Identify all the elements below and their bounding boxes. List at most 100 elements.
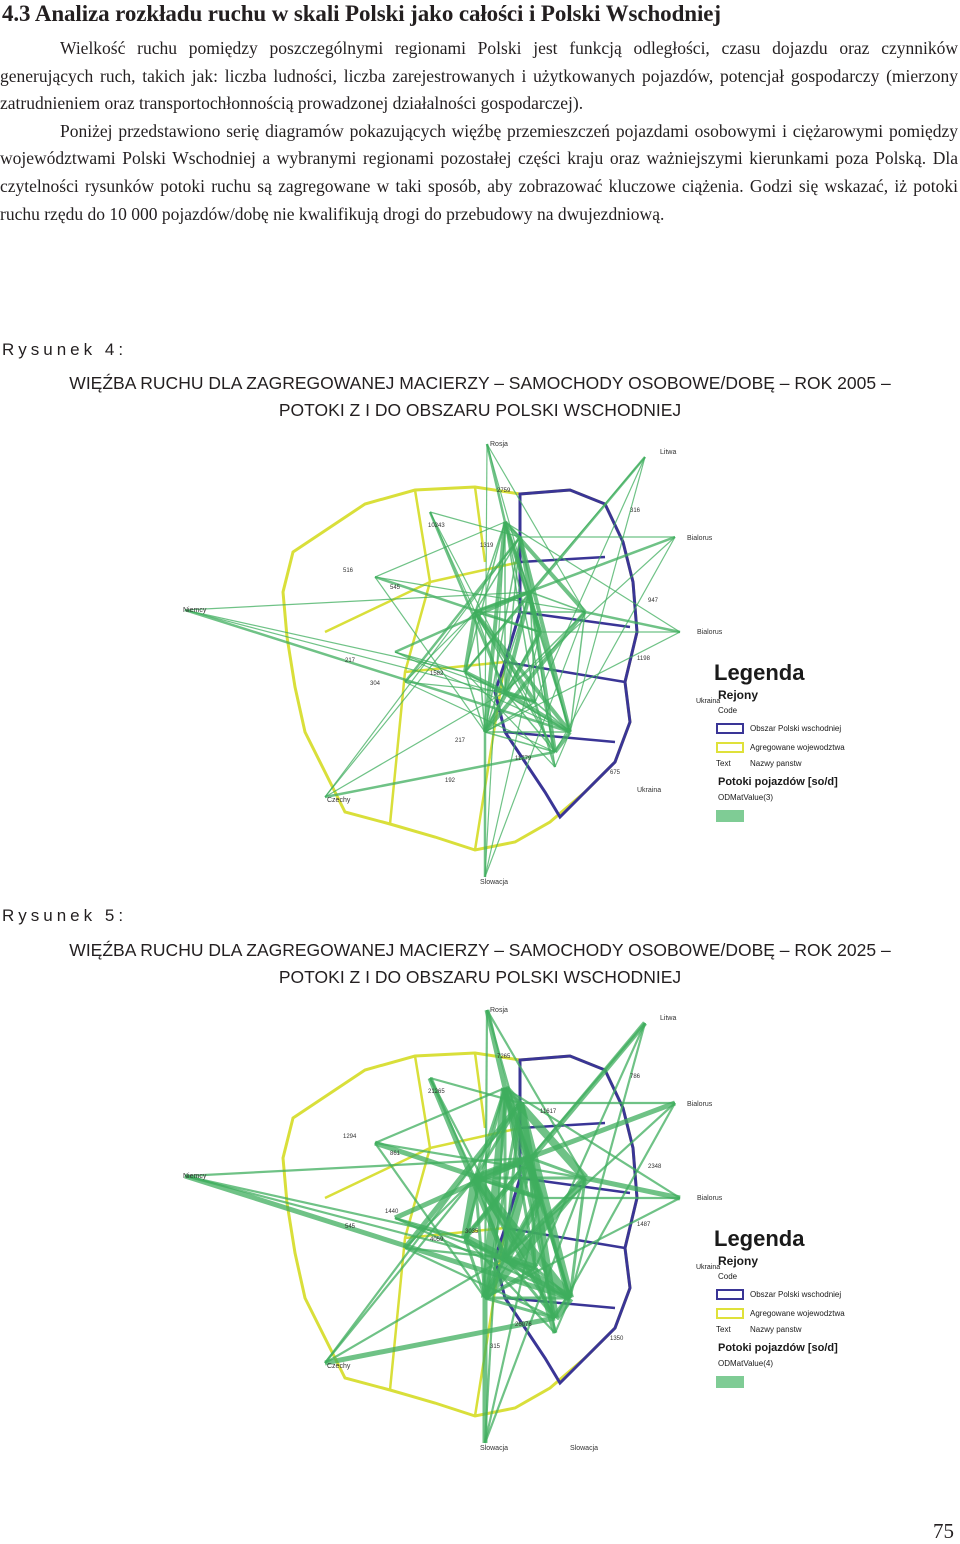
figure-title: WIĘŹBA RUCHU DLA ZAGREGOWANEJ MACIERZY –… (0, 937, 960, 991)
flow-line (473, 1154, 532, 1182)
flow-line (324, 691, 506, 798)
flow-value: 545 (345, 1224, 356, 1230)
flow-value: 21265 (428, 1089, 445, 1095)
legend-matrix: ODMatValue(4) (718, 1359, 773, 1368)
flow-value: 11617 (540, 1109, 557, 1115)
flow-line (463, 1237, 487, 1299)
flow-line (463, 1157, 532, 1239)
flow-line (429, 511, 476, 613)
legend-item: Obszar Polski wschodniej (716, 723, 900, 734)
flow-line (374, 1086, 506, 1145)
flow-value: 1198 (637, 656, 651, 662)
flow-line (568, 1177, 587, 1299)
country-label: Litwa (660, 1015, 676, 1022)
flow-value: 304 (370, 681, 381, 687)
map-labels: Rosja Litwa Bialorus Bialorus Niemcy Cze… (183, 1007, 723, 1452)
legend-flows-title: Potoki pojazdów [so/d] (718, 1342, 838, 1354)
page-number: 75 (933, 1519, 954, 1543)
flow-line (569, 611, 586, 733)
flow-value: 675 (610, 770, 621, 776)
flow-value: 26076 (515, 1322, 532, 1328)
flow-line (404, 1177, 476, 1249)
legend-item-label: Obszar Polski wschodniej (750, 1290, 842, 1299)
flow-line (473, 610, 572, 734)
legend-title: Legenda (714, 1226, 805, 1251)
legend-item-label: Nazwy panstw (750, 759, 802, 768)
country-label: Ukraina (637, 787, 661, 794)
legend-item: Text Nazwy panstw (716, 759, 900, 768)
flow-line (503, 591, 532, 693)
flow-line (483, 610, 587, 734)
flow-line (481, 1175, 589, 1301)
flow-line (554, 536, 676, 753)
yellow-swatch (716, 1308, 744, 1319)
map-labels: Rosja Litwa Bialorus Bialorus Niemcy Cze… (183, 441, 723, 886)
flow-line (528, 591, 557, 753)
flow-line (464, 671, 571, 733)
country-label: Bialorus (687, 535, 713, 542)
flow-value: 315 (490, 1344, 501, 1350)
flow-value: 4059 (430, 1237, 444, 1243)
flow-line (584, 610, 681, 634)
legend-item-label: Agregowane wojewodztwa (750, 1309, 845, 1318)
flow-line (483, 1102, 522, 1299)
flow-line (504, 521, 556, 753)
legend-flows-title: Potoki pojazdów [so/d] (718, 776, 838, 788)
flow-line (374, 521, 506, 578)
flow-line (473, 1177, 487, 1299)
green-swatch (716, 810, 744, 822)
country-label: Czechy (327, 797, 351, 804)
figure-title-line: POTOKI Z I DO OBSZARU POLSKI WSCHODNIEJ (278, 400, 682, 420)
region-boundaries (324, 1052, 521, 1417)
flow-value: 217 (345, 658, 356, 664)
country-label: Rosja (490, 1007, 508, 1014)
flow-line (529, 591, 586, 613)
flow-line (474, 536, 521, 613)
flow-line (184, 609, 466, 673)
purple-swatch (716, 1289, 744, 1300)
flow-line (539, 631, 571, 733)
flow-line (481, 1087, 509, 1299)
flow-line (483, 521, 507, 733)
flow-value: 1350 (610, 1336, 624, 1342)
flow-line (463, 611, 477, 673)
flow-line (484, 611, 586, 878)
flow-line (394, 651, 571, 733)
flow-value: 217 (455, 738, 466, 744)
flow-lines (184, 1009, 681, 1444)
legend-item-label: Obszar Polski wschodniej (750, 724, 842, 733)
body-text: Wielkość ruchu pomiędzy poszczególnymi r… (0, 35, 958, 228)
flow-line (554, 1102, 676, 1319)
flow-line (474, 611, 486, 733)
map-legend: Legenda Ukraina Rejony Code Obszar Polsk… (696, 660, 900, 822)
legend-item-label: Agregowane wojewodztwa (750, 743, 845, 752)
flow-line (324, 611, 476, 798)
flow-value: 2759 (497, 488, 511, 494)
country-label: Bialorus (697, 629, 723, 636)
flow-line (504, 521, 681, 633)
green-swatch (716, 1376, 744, 1388)
flow-line (184, 609, 536, 703)
legend-subtitle: Rejony (718, 688, 759, 702)
flow-value: 1440 (385, 1209, 399, 1215)
country-label: Czechy (327, 1363, 351, 1370)
flow-line (428, 1077, 477, 1179)
flow-line (474, 1176, 541, 1200)
flow-line (504, 691, 556, 753)
flow-value: 1319 (480, 543, 494, 549)
flow-value: 1294 (343, 1134, 357, 1140)
flow-value: 947 (648, 598, 659, 604)
paragraph: Poniżej przedstawiono serię diagramów po… (0, 120, 958, 224)
flow-line (486, 443, 586, 613)
flow-line (324, 1257, 506, 1364)
flow-line (569, 456, 646, 733)
flow-line (568, 1022, 647, 1299)
legend-code: Code (718, 706, 738, 715)
legend-text-label: Text (716, 1325, 731, 1334)
flow-line (553, 730, 572, 754)
country-label: Ukraina (696, 1264, 721, 1271)
country-label: Niemcy (183, 1173, 207, 1180)
flow-line (374, 576, 586, 613)
section-heading: 4.3 Analiza rozkładu ruchu w skali Polsk… (2, 1, 721, 26)
flow-value: 10243 (428, 523, 445, 529)
